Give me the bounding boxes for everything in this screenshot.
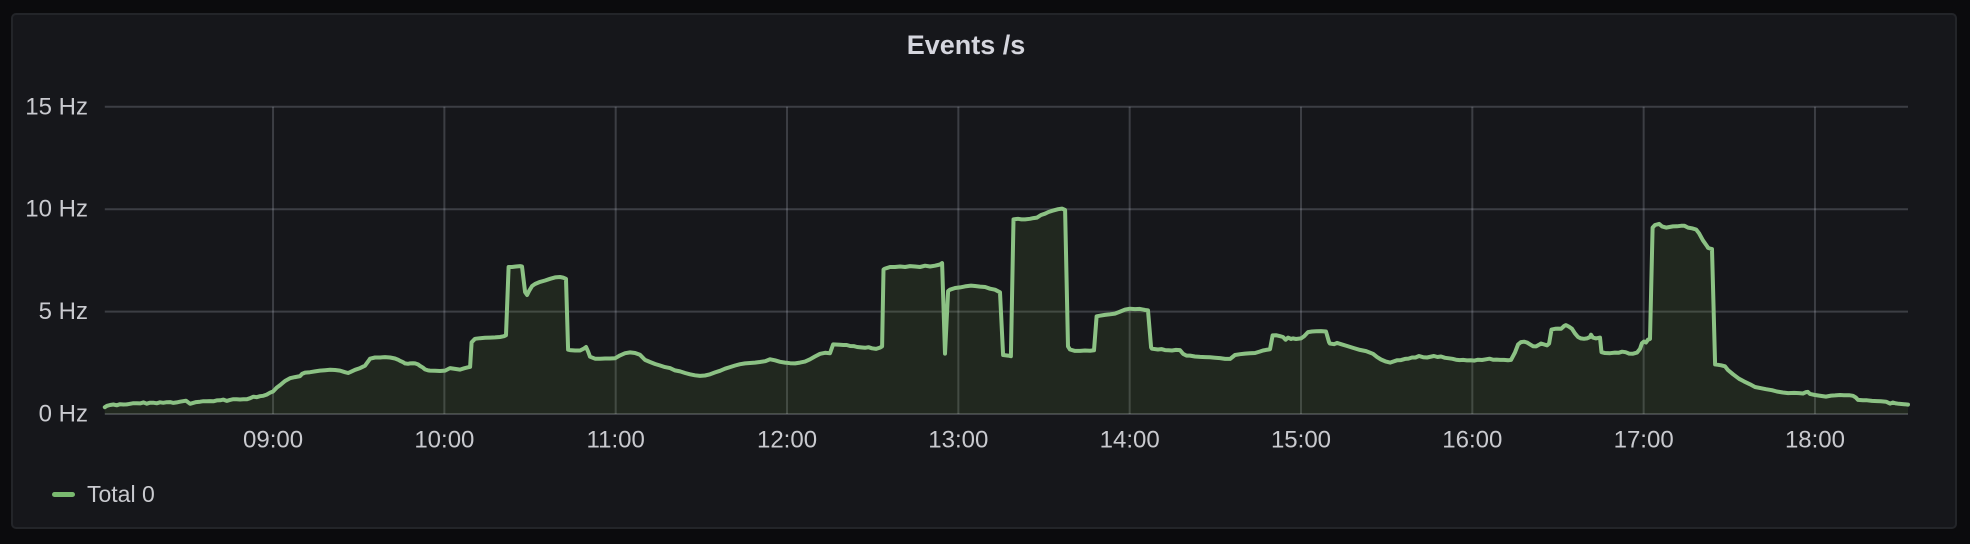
series-line <box>102 206 1910 410</box>
x-tick-label: 09:00 <box>243 427 303 454</box>
x-tick-label: 15:00 <box>1271 427 1331 454</box>
x-tick-label: 13:00 <box>928 427 988 454</box>
y-tick-label: 5 Hz <box>39 298 88 325</box>
y-tick-label: 0 Hz <box>39 401 88 428</box>
x-tick-label: 16:00 <box>1442 427 1502 454</box>
y-tick-label: 10 Hz <box>25 196 88 223</box>
legend-series-label: Total 0 <box>87 480 155 507</box>
series-color-dash-icon <box>52 491 75 497</box>
x-tick-label: 14:00 <box>1100 427 1160 454</box>
x-tick-label: 18:00 <box>1785 427 1845 454</box>
x-tick-label: 17:00 <box>1614 427 1674 454</box>
y-tick-label: 15 Hz <box>25 93 88 120</box>
legend-item-total[interactable]: Total 0 <box>52 480 155 507</box>
x-tick-label: 10:00 <box>414 427 474 454</box>
x-tick-label: 12:00 <box>757 427 817 454</box>
series-area <box>104 208 1908 414</box>
x-tick-label: 11:00 <box>587 427 645 454</box>
chart-panel <box>11 13 1957 529</box>
panel-title: Events /s <box>906 30 1026 60</box>
